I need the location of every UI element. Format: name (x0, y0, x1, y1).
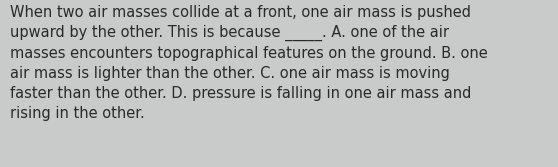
Text: When two air masses collide at a front, one air mass is pushed
upward by the oth: When two air masses collide at a front, … (10, 5, 488, 121)
